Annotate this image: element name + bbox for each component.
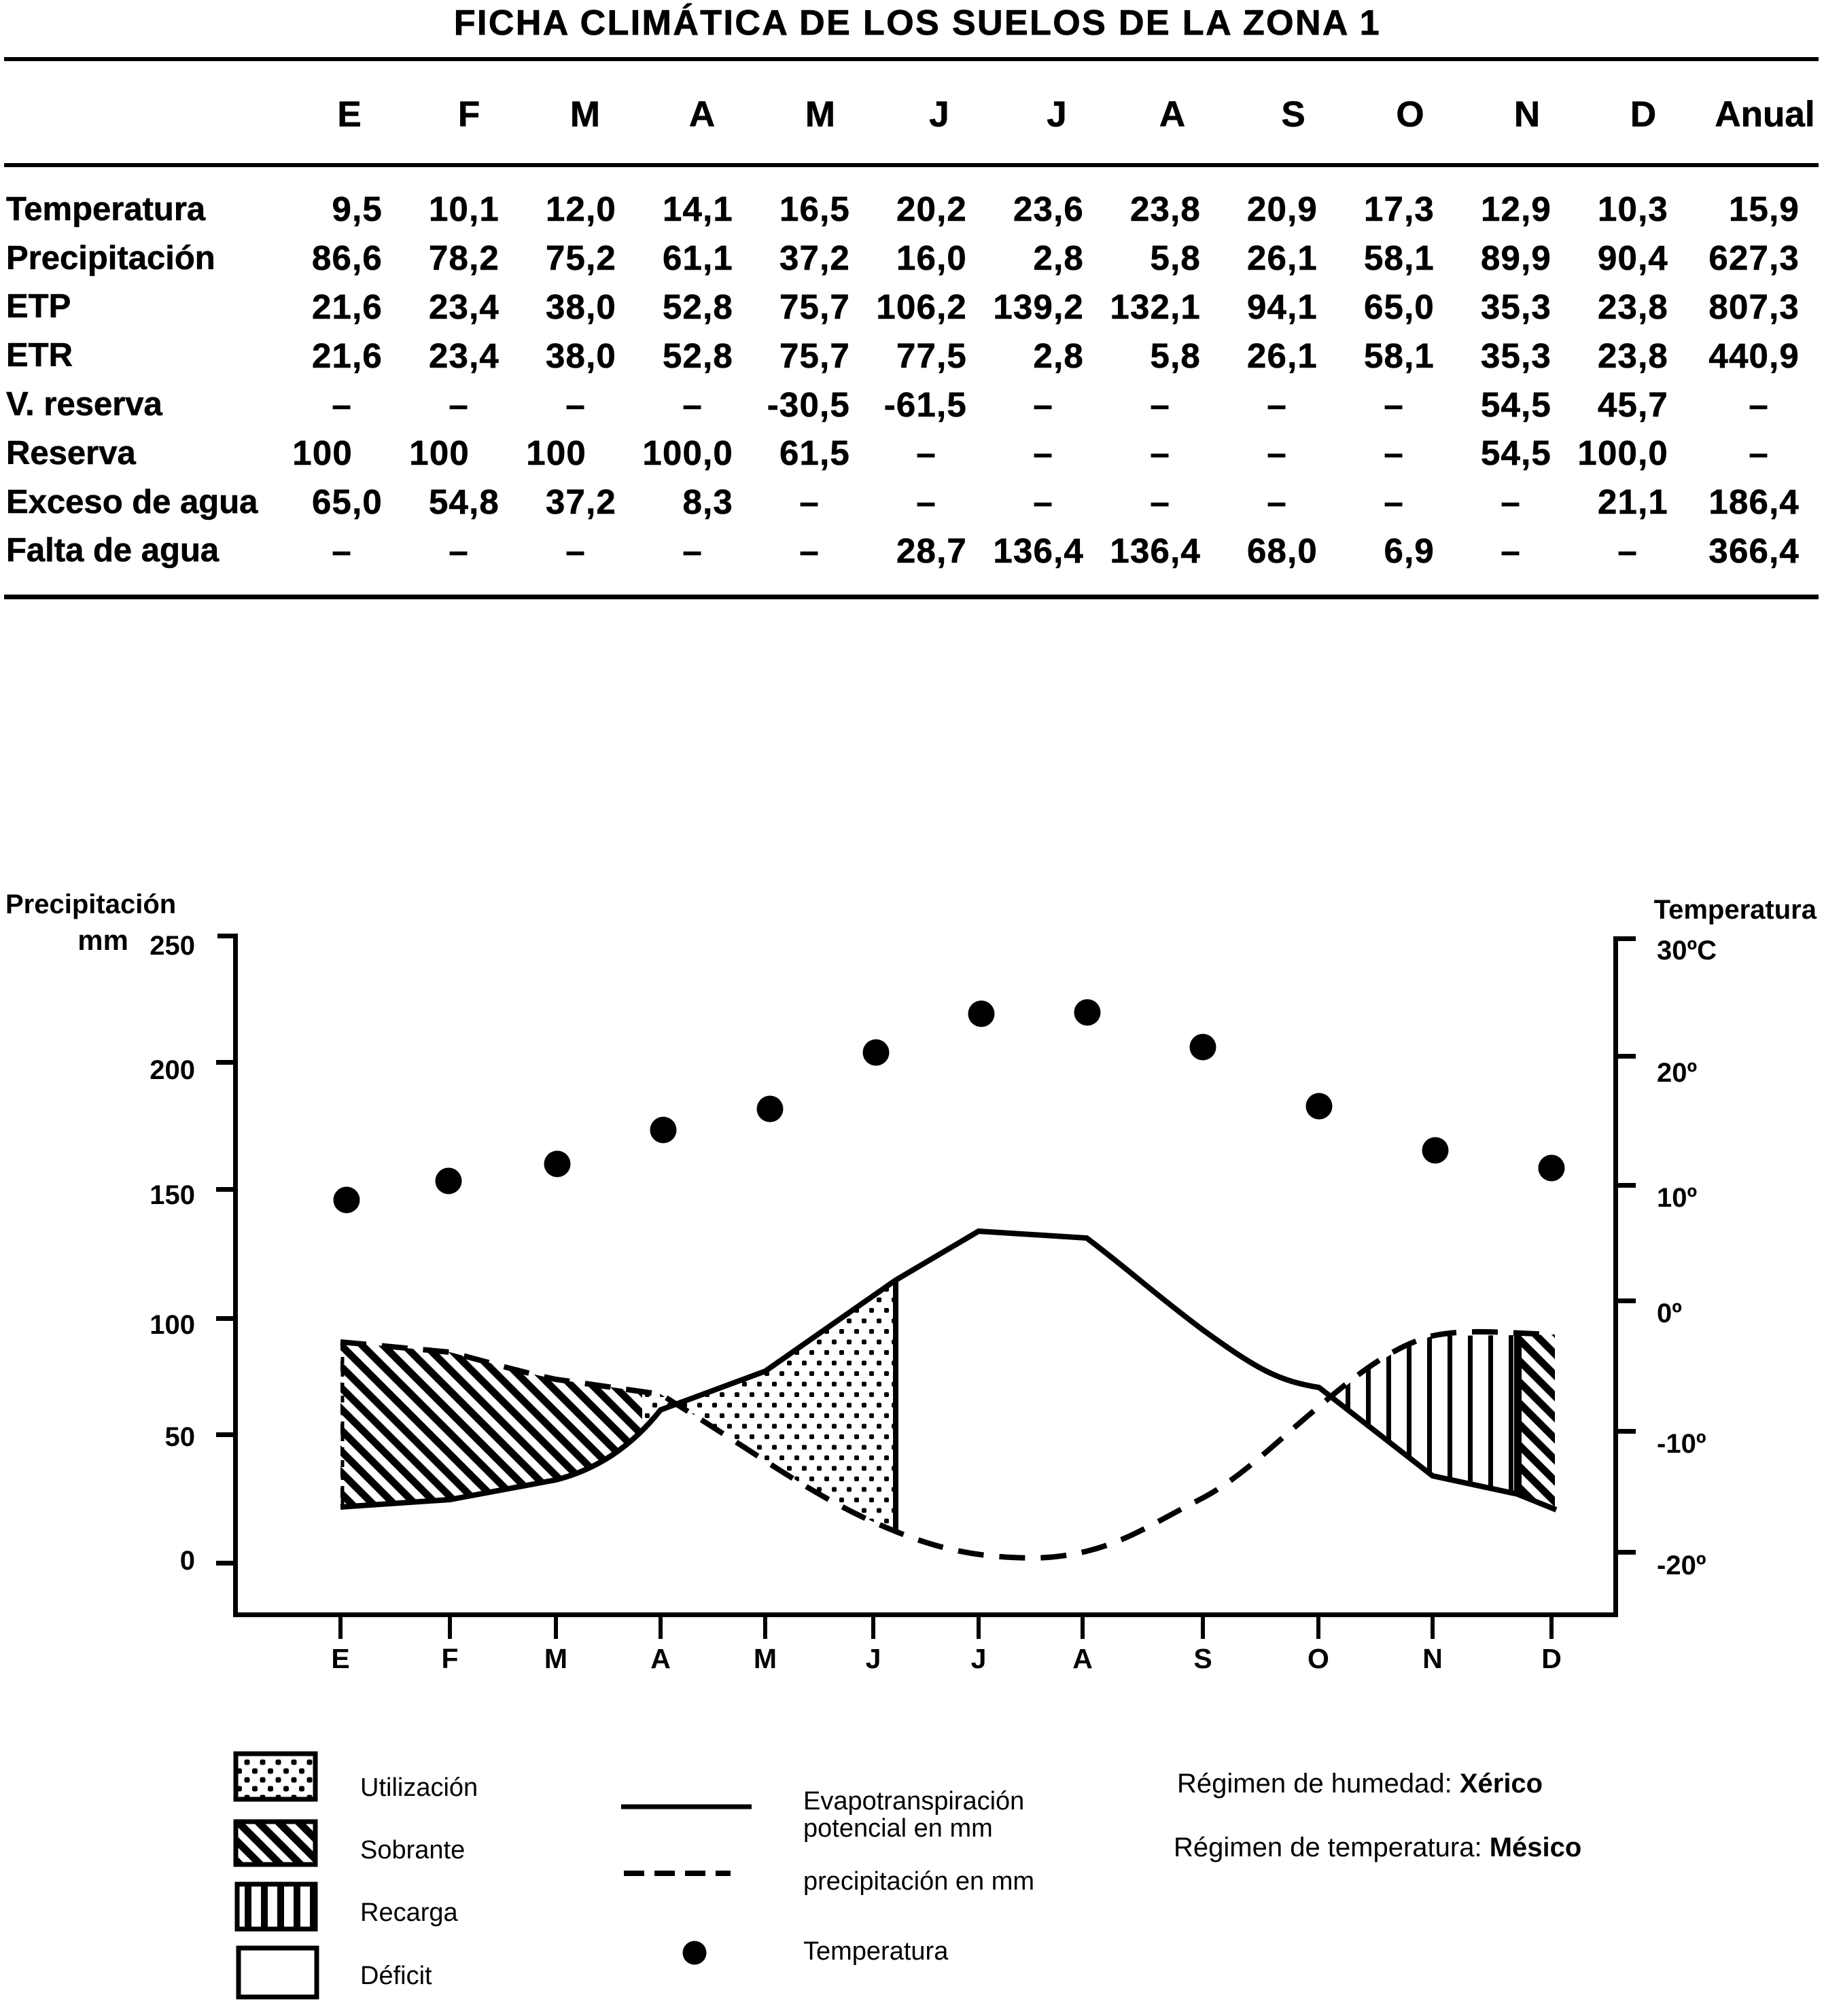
svg-text:M: M bbox=[754, 1643, 777, 1674]
svg-text:M: M bbox=[544, 1643, 567, 1674]
svg-text:-20º: -20º bbox=[1657, 1551, 1706, 1580]
svg-text:Régimen de humedad: Xérico: Régimen de humedad: Xérico bbox=[1177, 1769, 1543, 1799]
svg-text:Evapotranspiración: Evapotranspiración bbox=[803, 1787, 1024, 1816]
svg-text:Utilización: Utilización bbox=[360, 1773, 478, 1802]
svg-text:J: J bbox=[971, 1643, 987, 1674]
svg-text:100: 100 bbox=[150, 1310, 195, 1340]
svg-text:20º: 20º bbox=[1657, 1058, 1697, 1088]
svg-text:Régimen de temperatura: Mésico: Régimen de temperatura: Mésico bbox=[1174, 1833, 1581, 1862]
svg-text:30ºC: 30ºC bbox=[1657, 936, 1717, 966]
svg-text:0: 0 bbox=[180, 1546, 195, 1576]
svg-text:D: D bbox=[1541, 1643, 1562, 1674]
svg-text:potencial en mm: potencial en mm bbox=[803, 1814, 993, 1843]
svg-text:50: 50 bbox=[165, 1422, 196, 1452]
svg-text:N: N bbox=[1422, 1643, 1443, 1674]
svg-text:Recarga: Recarga bbox=[360, 1898, 458, 1927]
svg-text:A: A bbox=[650, 1643, 671, 1674]
svg-text:S: S bbox=[1193, 1643, 1212, 1674]
svg-text:200: 200 bbox=[150, 1055, 195, 1085]
svg-text:precipitación en mm: precipitación en mm bbox=[803, 1867, 1034, 1896]
svg-text:0º: 0º bbox=[1657, 1298, 1682, 1328]
svg-text:Temperatura: Temperatura bbox=[1654, 895, 1817, 925]
svg-text:Precipitación: Precipitación bbox=[5, 889, 176, 919]
svg-text:250: 250 bbox=[150, 931, 195, 961]
svg-text:A: A bbox=[1072, 1643, 1093, 1674]
svg-text:Déficit: Déficit bbox=[360, 1962, 432, 1990]
svg-text:Sobrante: Sobrante bbox=[360, 1836, 465, 1864]
svg-text:F: F bbox=[441, 1643, 458, 1674]
svg-text:-10º: -10º bbox=[1657, 1429, 1706, 1459]
svg-text:J: J bbox=[866, 1643, 881, 1674]
svg-text:150: 150 bbox=[150, 1180, 195, 1210]
svg-text:O: O bbox=[1308, 1643, 1329, 1674]
svg-text:10º: 10º bbox=[1657, 1183, 1697, 1213]
svg-text:E: E bbox=[331, 1643, 349, 1674]
svg-text:Temperatura: Temperatura bbox=[803, 1937, 949, 1966]
svg-text:mm: mm bbox=[77, 924, 128, 956]
